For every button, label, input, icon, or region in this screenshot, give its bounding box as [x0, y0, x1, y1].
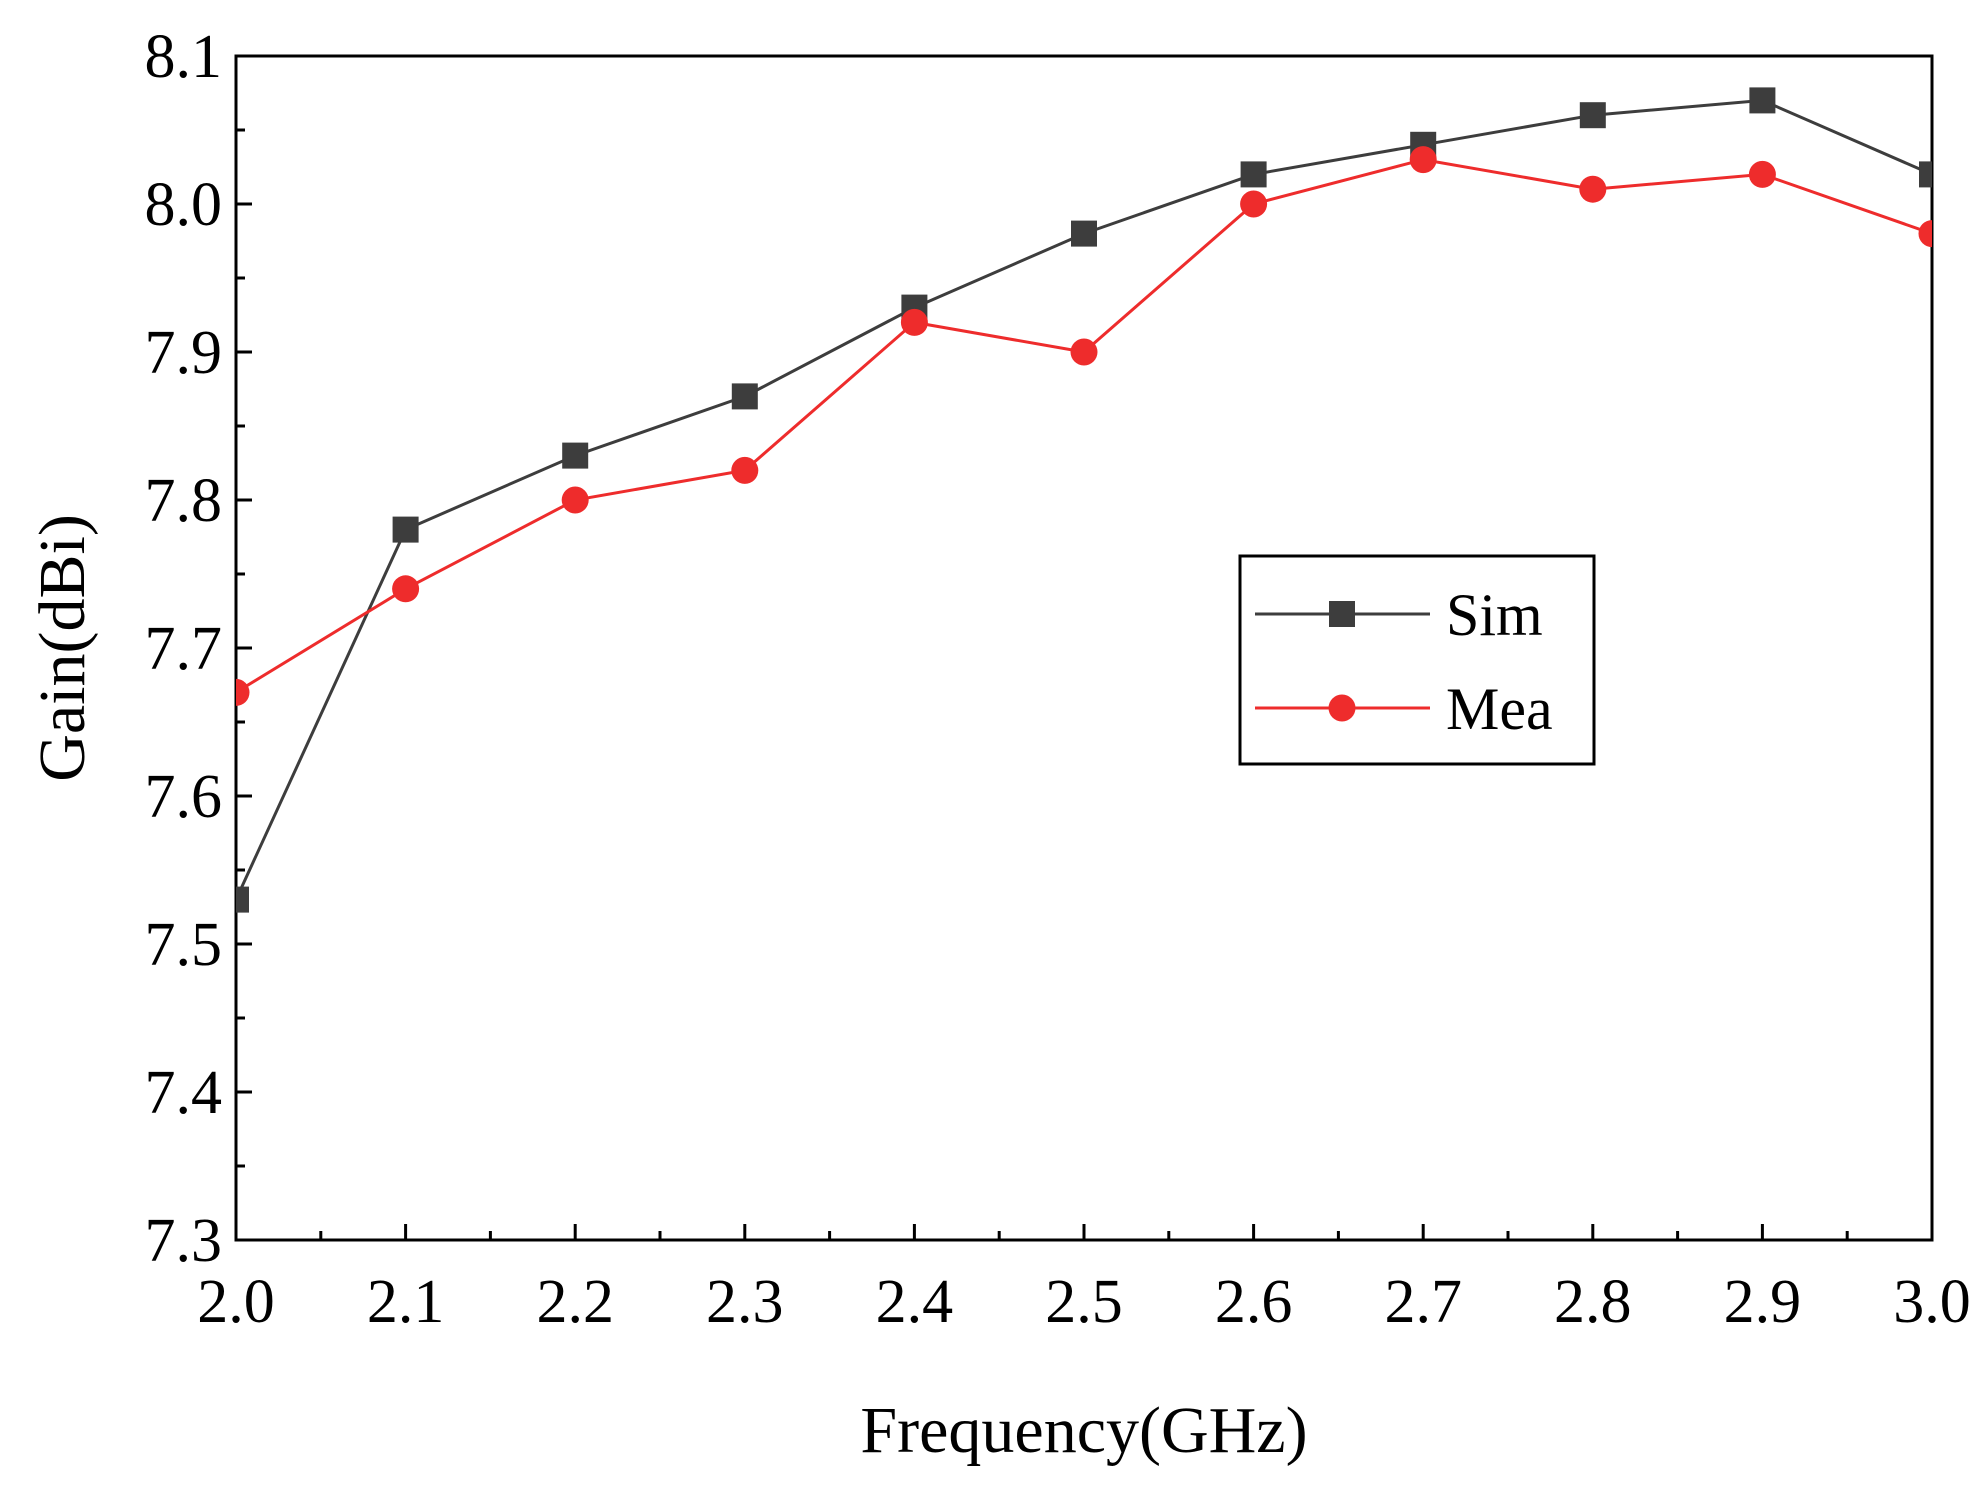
x-tick-label: 2.4 — [876, 1268, 954, 1336]
data-point-mea — [1579, 175, 1607, 203]
x-tick-label: 2.1 — [367, 1268, 445, 1336]
y-tick-label: 7.8 — [145, 467, 223, 535]
data-point-mea — [1918, 220, 1932, 248]
y-axis-title: Gain(dBi) — [26, 514, 99, 782]
y-tick-label: 8.0 — [145, 171, 223, 239]
legend-marker-mea — [1328, 694, 1356, 722]
x-tick-label: 2.3 — [706, 1268, 784, 1336]
series-group — [236, 87, 1932, 913]
data-point-sim — [1749, 87, 1776, 114]
x-tick-label: 2.7 — [1384, 1268, 1462, 1336]
data-point-mea — [731, 456, 759, 484]
data-point-mea — [900, 308, 928, 336]
axes: 2.0 2.1 2.2 2.3 2.4 2.5 2.6 2.7 2.8 2.9 3.0 7.3 7.4 7… — [26, 23, 1971, 1467]
y-tick-label: 7.7 — [145, 615, 223, 683]
data-point-sim — [1919, 161, 1932, 188]
data-point-mea — [392, 575, 420, 603]
series-line-sim — [236, 98, 1932, 901]
x-tick-label: 3.0 — [1893, 1268, 1971, 1336]
data-point-mea — [1409, 146, 1437, 174]
plot-series — [236, 87, 1932, 913]
x-tick-label: 2.2 — [536, 1268, 614, 1336]
data-point-mea — [1070, 338, 1098, 366]
data-point-sim — [731, 383, 758, 410]
x-axis-title: Frequency(GHz) — [860, 1394, 1307, 1467]
data-point-mea — [561, 486, 589, 514]
data-point-sim — [1579, 102, 1606, 129]
data-point-sim — [562, 442, 589, 469]
y-tick-label: 8.1 — [145, 23, 223, 91]
data-point-sim — [392, 516, 419, 543]
data-point-mea — [236, 678, 250, 706]
data-point-sim — [1240, 161, 1267, 188]
legend-box — [1238, 554, 1596, 766]
legend: Sim Mea — [1238, 554, 1596, 766]
y-tick-label: 7.9 — [145, 319, 223, 387]
y-tick-label: 7.6 — [145, 763, 223, 831]
x-tick-label: 2.8 — [1554, 1268, 1632, 1336]
y-tick-label: 7.4 — [145, 1059, 223, 1127]
legend-label-sim: Sim — [1446, 582, 1543, 648]
legend-marker-sim — [1329, 601, 1355, 627]
data-point-mea — [1240, 190, 1268, 218]
x-tick-label: 2.6 — [1215, 1268, 1293, 1336]
x-tick-label: 2.5 — [1045, 1268, 1123, 1336]
data-point-sim — [1071, 220, 1097, 247]
data-point-sim — [236, 886, 249, 913]
legend-label-mea: Mea — [1446, 676, 1553, 742]
y-tick-label: 7.3 — [145, 1207, 223, 1275]
y-tick-label: 7.5 — [145, 911, 223, 979]
x-tick-label: 2.0 — [197, 1268, 275, 1336]
data-point-mea — [1748, 160, 1776, 188]
x-tick-label: 2.9 — [1724, 1268, 1802, 1336]
